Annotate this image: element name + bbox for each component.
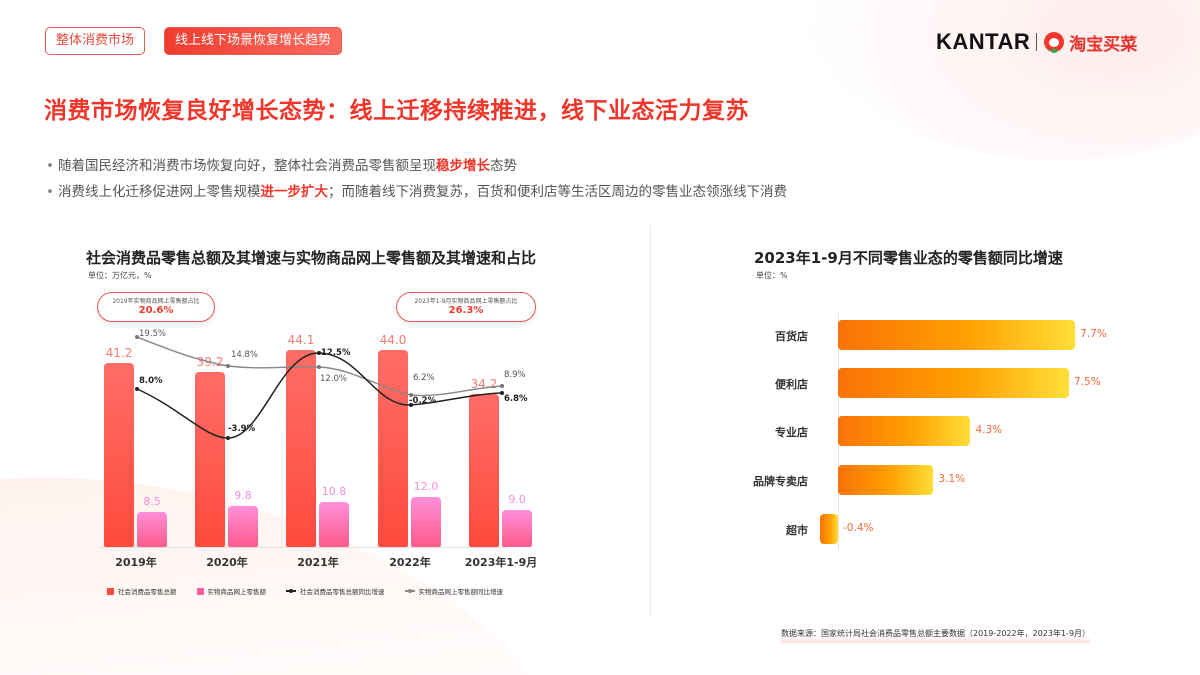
x-axis-label: 2020年 [206,556,248,569]
bullet-dot-icon: • [46,184,54,200]
legend-swatch-red-icon [107,587,114,595]
growth-rate-label: 12.5% [321,348,351,358]
growth-rate-label: 6.8% [504,394,528,404]
bullet-item: • 随着国民经济和消费市场恢复向好，整体社会消费品零售额呈现稳步增长态势 [46,155,787,181]
bullet-text: 消费线上化迁移促进网上零售规模 [57,184,261,200]
callout-label: 2019年实物商品网上零售额占比 [112,298,200,305]
left-chart-legend: 社会消费品零售总额 实物商品网上零售额 社会消费品零售总额同比增速 实物商品网上… [107,586,523,596]
legend-item-total-growth: 社会消费品零售总额同比增速 [286,586,385,596]
legend-swatch-pink-icon [196,587,204,595]
bar-value-label: 12.0 [413,480,439,494]
bar-total-sales [378,350,408,547]
online-growth-markers [135,335,504,397]
x-axis-line [100,547,506,548]
format-growth-bar [838,416,971,446]
category-label: 专业店 [775,426,808,439]
category-label: 便利店 [775,378,808,391]
bullet-dot-icon: • [46,158,54,174]
legend-label: 实物商品网上零售额同比增速 [418,588,504,596]
value-label: 4.3% [975,424,1003,436]
left-chart-title: 社会消费品零售总额及其增速与实物商品网上零售额及其增速和占比 [86,249,537,267]
bar-total-sales [195,371,225,547]
growth-rate-label: 12.0% [320,374,348,384]
x-axis-label: 2022年 [389,556,431,569]
total-growth-markers [135,351,504,440]
right-chart-title: 2023年1-9月不同零售业态的零售额同比增速 [754,249,1063,267]
legend-label: 社会消费品零售总额 [118,588,177,596]
bar-online-sales [411,497,441,547]
legend-line-dark-icon [286,589,296,593]
growth-rate-label: -3.9% [228,424,256,434]
bar-total-sales [286,349,316,547]
value-label: 7.7% [1080,328,1107,340]
bullet-text: 随着国民经济和消费市场恢复向好，整体社会消费品零售额呈现 [57,158,436,174]
growth-rate-label: 19.5% [139,329,167,339]
bar-online-sales [137,511,167,547]
bullet-highlight: 进一步扩大 [260,184,328,200]
bar-value-label: 44.1 [287,332,315,347]
x-axis-label: 2021年 [297,556,339,569]
left-chart-unit: 单位：万亿元，% [88,271,152,280]
data-source-note: 数据来源：国家统计局社会消费品零售总额主要数据（2019-2022年，2023年… [781,628,1091,643]
growth-rate-label: 6.2% [413,373,435,383]
legend-label: 实物商品网上零售额 [207,588,267,596]
logo-separator [1036,33,1038,51]
bar-value-label: 44.0 [379,333,407,348]
bullet-text: ；而随着线下消费复苏，百货和便利店等生活区周边的零售业态领涨线下消费 [327,184,787,200]
category-label: 超市 [786,524,808,537]
summary-bullets: • 随着国民经济和消费市场恢复向好，整体社会消费品零售额呈现稳步增长态势 • 消费线… [46,155,787,207]
growth-rate-label: 8.9% [504,370,526,380]
growth-rate-label: 14.8% [231,350,259,360]
bullet-item: • 消费线上化迁移促进网上零售规模进一步扩大；而随着线下消费复苏，百货和便利店等生… [46,181,787,207]
format-growth-bar [838,368,1069,398]
legend-label: 社会消费品零售总额同比增速 [300,588,385,596]
kantar-logo: KANTAR [936,29,1031,54]
bar-value-label: 41.2 [105,345,133,360]
legend-item-online-sales: 实物商品网上零售额 [196,586,267,596]
category-label: 品牌专卖店 [753,475,808,488]
taobao-mascot-icon [1044,32,1065,53]
taobao-maicai-logo: 淘宝买菜 [1069,34,1138,55]
format-growth-bar [838,320,1076,350]
growth-rate-label: 8.0% [139,376,163,386]
format-growth-bar [820,514,838,544]
tag-overall-market[interactable]: 整体消费市场 [45,27,146,55]
bullet-text: 态势 [489,158,517,174]
value-label: -0.4% [843,522,874,534]
legend-item-total-sales: 社会消费品零售总额 [107,586,177,596]
bar-online-sales [228,506,258,547]
callout-2019-share: 2019年实物商品网上零售额占比 20.6% [97,292,215,322]
callout-label: 2023年1-9月实物商品网上零售额占比 [414,298,518,305]
logo-group: KANTAR 淘宝买菜 [936,28,1137,56]
legend-item-online-growth: 实物商品网上零售额同比增速 [404,586,504,596]
bar-total-sales [104,362,134,547]
x-axis-label: 2019年 [115,556,157,569]
bar-total-sales [469,394,499,547]
callout-2023-share: 2023年1-9月实物商品网上零售额占比 26.3% [396,292,536,322]
bar-value-label: 8.5 [143,494,161,508]
bar-online-sales [502,509,532,547]
callout-value: 20.6% [138,305,174,316]
category-label: 百货店 [775,330,808,343]
bullet-highlight: 稳步增长 [435,158,490,174]
x-axis-label: 2023年1-9月 [464,556,538,569]
bar-value-label: 10.8 [321,485,347,499]
tag-online-offline-trend[interactable]: 线上线下场景恢复增长趋势 [164,27,343,55]
format-growth-bar [838,465,934,495]
section-divider [650,225,651,617]
value-label: 7.5% [1074,376,1101,388]
bar-value-label: 9.0 [508,492,526,506]
bar-value-label: 9.8 [234,489,252,503]
page-title: 消费市场恢复良好增长态势：线上迁移持续推进，线下业态活力复苏 [44,98,749,124]
value-label: 3.1% [938,473,966,485]
callout-value: 26.3% [448,305,484,316]
growth-rate-label: -0.2% [409,396,437,406]
legend-line-grey-icon [404,589,415,593]
bar-online-sales [319,502,349,547]
right-chart-unit: 单位：% [756,271,788,280]
